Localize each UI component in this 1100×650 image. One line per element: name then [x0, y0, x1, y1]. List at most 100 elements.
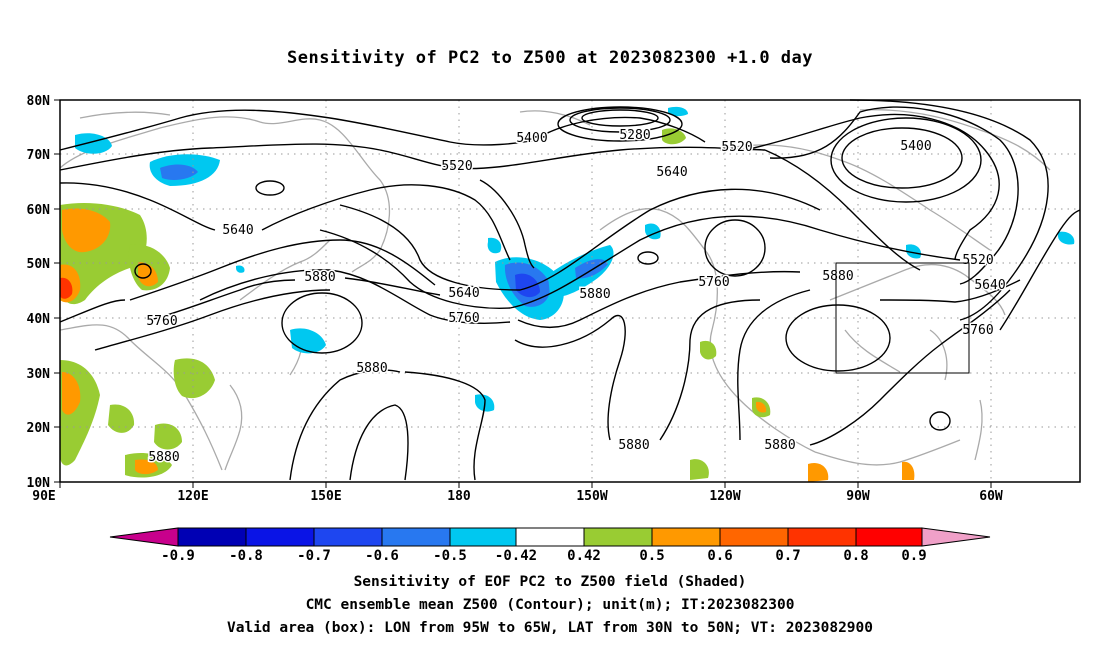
shading-patch: [236, 265, 245, 273]
contour-line: [809, 289, 1011, 446]
contour-label: 5520: [962, 253, 993, 268]
colorbar-segment: [381, 527, 451, 547]
contour-line: [281, 292, 363, 354]
shading-patch: [62, 208, 111, 253]
lat-tick-label: 30N: [27, 367, 51, 382]
lat-tick-label: 10N: [27, 476, 51, 491]
coastlines: [59, 109, 1051, 471]
contour-label: 5880: [764, 438, 795, 453]
contour-line: [344, 277, 441, 296]
map-frame: [59, 99, 1081, 483]
contour-label: 5280: [619, 128, 650, 143]
contour-line: [349, 404, 409, 481]
colorbar-low-triangle: [109, 527, 179, 547]
colorbar-segment: [177, 527, 247, 547]
contour-line: [999, 209, 1081, 331]
contour-label: 5760: [962, 323, 993, 338]
colorbar-segment: [719, 527, 789, 547]
contour-line: [129, 239, 436, 301]
shading-patch: [808, 462, 829, 482]
contour-line: [659, 299, 761, 441]
shading-patch: [173, 358, 215, 399]
contour-line: [59, 109, 546, 151]
shading-patch: [62, 372, 81, 415]
contour-label: 5640: [656, 165, 687, 180]
contour-line: [637, 251, 659, 265]
shading-patch: [75, 133, 112, 154]
lon-tick-label: 180: [447, 489, 471, 504]
colorbar-label: -0.8: [229, 548, 263, 564]
lat-tick-label: 80N: [27, 94, 51, 109]
shading-patch: [154, 423, 182, 450]
shading-patch: [60, 277, 73, 299]
colorbar-label: -0.9: [161, 548, 195, 564]
colorbar-label: 0.9: [901, 548, 926, 564]
lon-tick-label: 150E: [310, 489, 341, 504]
colorbar-label: -0.7: [297, 548, 331, 564]
valid-area-box: [835, 262, 970, 374]
shading-patch: [902, 461, 915, 480]
contour-line: [737, 289, 811, 441]
lat-tick-label: 20N: [27, 421, 51, 436]
shading-patch: [906, 244, 922, 259]
colorbar: [109, 527, 991, 547]
contour-label: 5880: [356, 361, 387, 376]
contour-line: [261, 184, 511, 261]
contour-line: [704, 219, 766, 277]
caption-contour: CMC ensemble mean Z500 (Contour); unit(m…: [305, 597, 795, 613]
contour-line: [581, 109, 659, 127]
colorbar-segment: [583, 527, 653, 547]
colorbar-high-triangle: [921, 527, 991, 547]
colorbar-segment: [787, 527, 857, 547]
longitude-axis: 90E 120E 150E 180 150W 120W 90W 60W: [32, 482, 1003, 504]
contour-line: [199, 269, 511, 325]
z500-contours: [59, 99, 1081, 481]
contour-label: 5640: [222, 223, 253, 238]
lon-tick-label: 90W: [846, 489, 870, 504]
lon-tick-label: 60W: [979, 489, 1003, 504]
contour-label: 5880: [148, 450, 179, 465]
colorbar-label: 0.42: [567, 548, 601, 564]
sensitivity-shading: [60, 106, 1075, 482]
colorbar-segment: [245, 527, 315, 547]
lon-tick-label: 90E: [32, 489, 55, 504]
colorbar-label: -0.6: [365, 548, 399, 564]
lon-tick-label: 120W: [709, 489, 740, 504]
contour-line: [59, 143, 766, 171]
colorbar-label: 0.6: [707, 548, 732, 564]
contour-label: 5640: [448, 286, 479, 301]
contour-label: 5400: [900, 139, 931, 154]
map-title: Sensitivity of PC2 to Z500 at 2023082300…: [286, 48, 813, 68]
lon-tick-label: 150W: [576, 489, 607, 504]
shading-patch: [700, 340, 717, 360]
shading-patch: [108, 404, 135, 433]
contour-line: [59, 182, 216, 231]
contour-line: [149, 279, 296, 321]
contour-label: 5520: [441, 159, 472, 174]
contour-label: 5880: [304, 270, 335, 285]
contour-line: [339, 188, 821, 291]
lat-tick-label: 50N: [27, 257, 51, 272]
lon-tick-label: 120E: [177, 489, 208, 504]
contour-label: 5760: [698, 275, 729, 290]
contour-line: [744, 113, 1000, 261]
contour-label: 5880: [822, 269, 853, 284]
contour-label: 5880: [579, 287, 610, 302]
caption-shading: Sensitivity of EOF PC2 to Z500 field (Sh…: [353, 574, 747, 590]
caption-valid-area: Valid area (box): LON from 95W to 65W, L…: [226, 620, 873, 636]
shading-patch: [575, 259, 608, 279]
contour-label: 5400: [516, 131, 547, 146]
contour-line: [785, 304, 891, 372]
contour-line: [830, 117, 982, 203]
contour-line: [255, 180, 285, 196]
contour-line: [319, 215, 961, 309]
shading-patch: [487, 237, 502, 254]
contour-line: [479, 179, 535, 269]
colorbar-label: 0.8: [843, 548, 868, 564]
lat-tick-label: 40N: [27, 312, 51, 327]
shading-patch: [138, 262, 158, 287]
contour-line: [849, 99, 1049, 321]
colorbar-labels: -0.9 -0.8 -0.7 -0.6 -0.5 -0.42 0.42 0.5 …: [161, 548, 927, 564]
shading-patch: [135, 459, 158, 475]
shading-patch: [1058, 231, 1075, 245]
